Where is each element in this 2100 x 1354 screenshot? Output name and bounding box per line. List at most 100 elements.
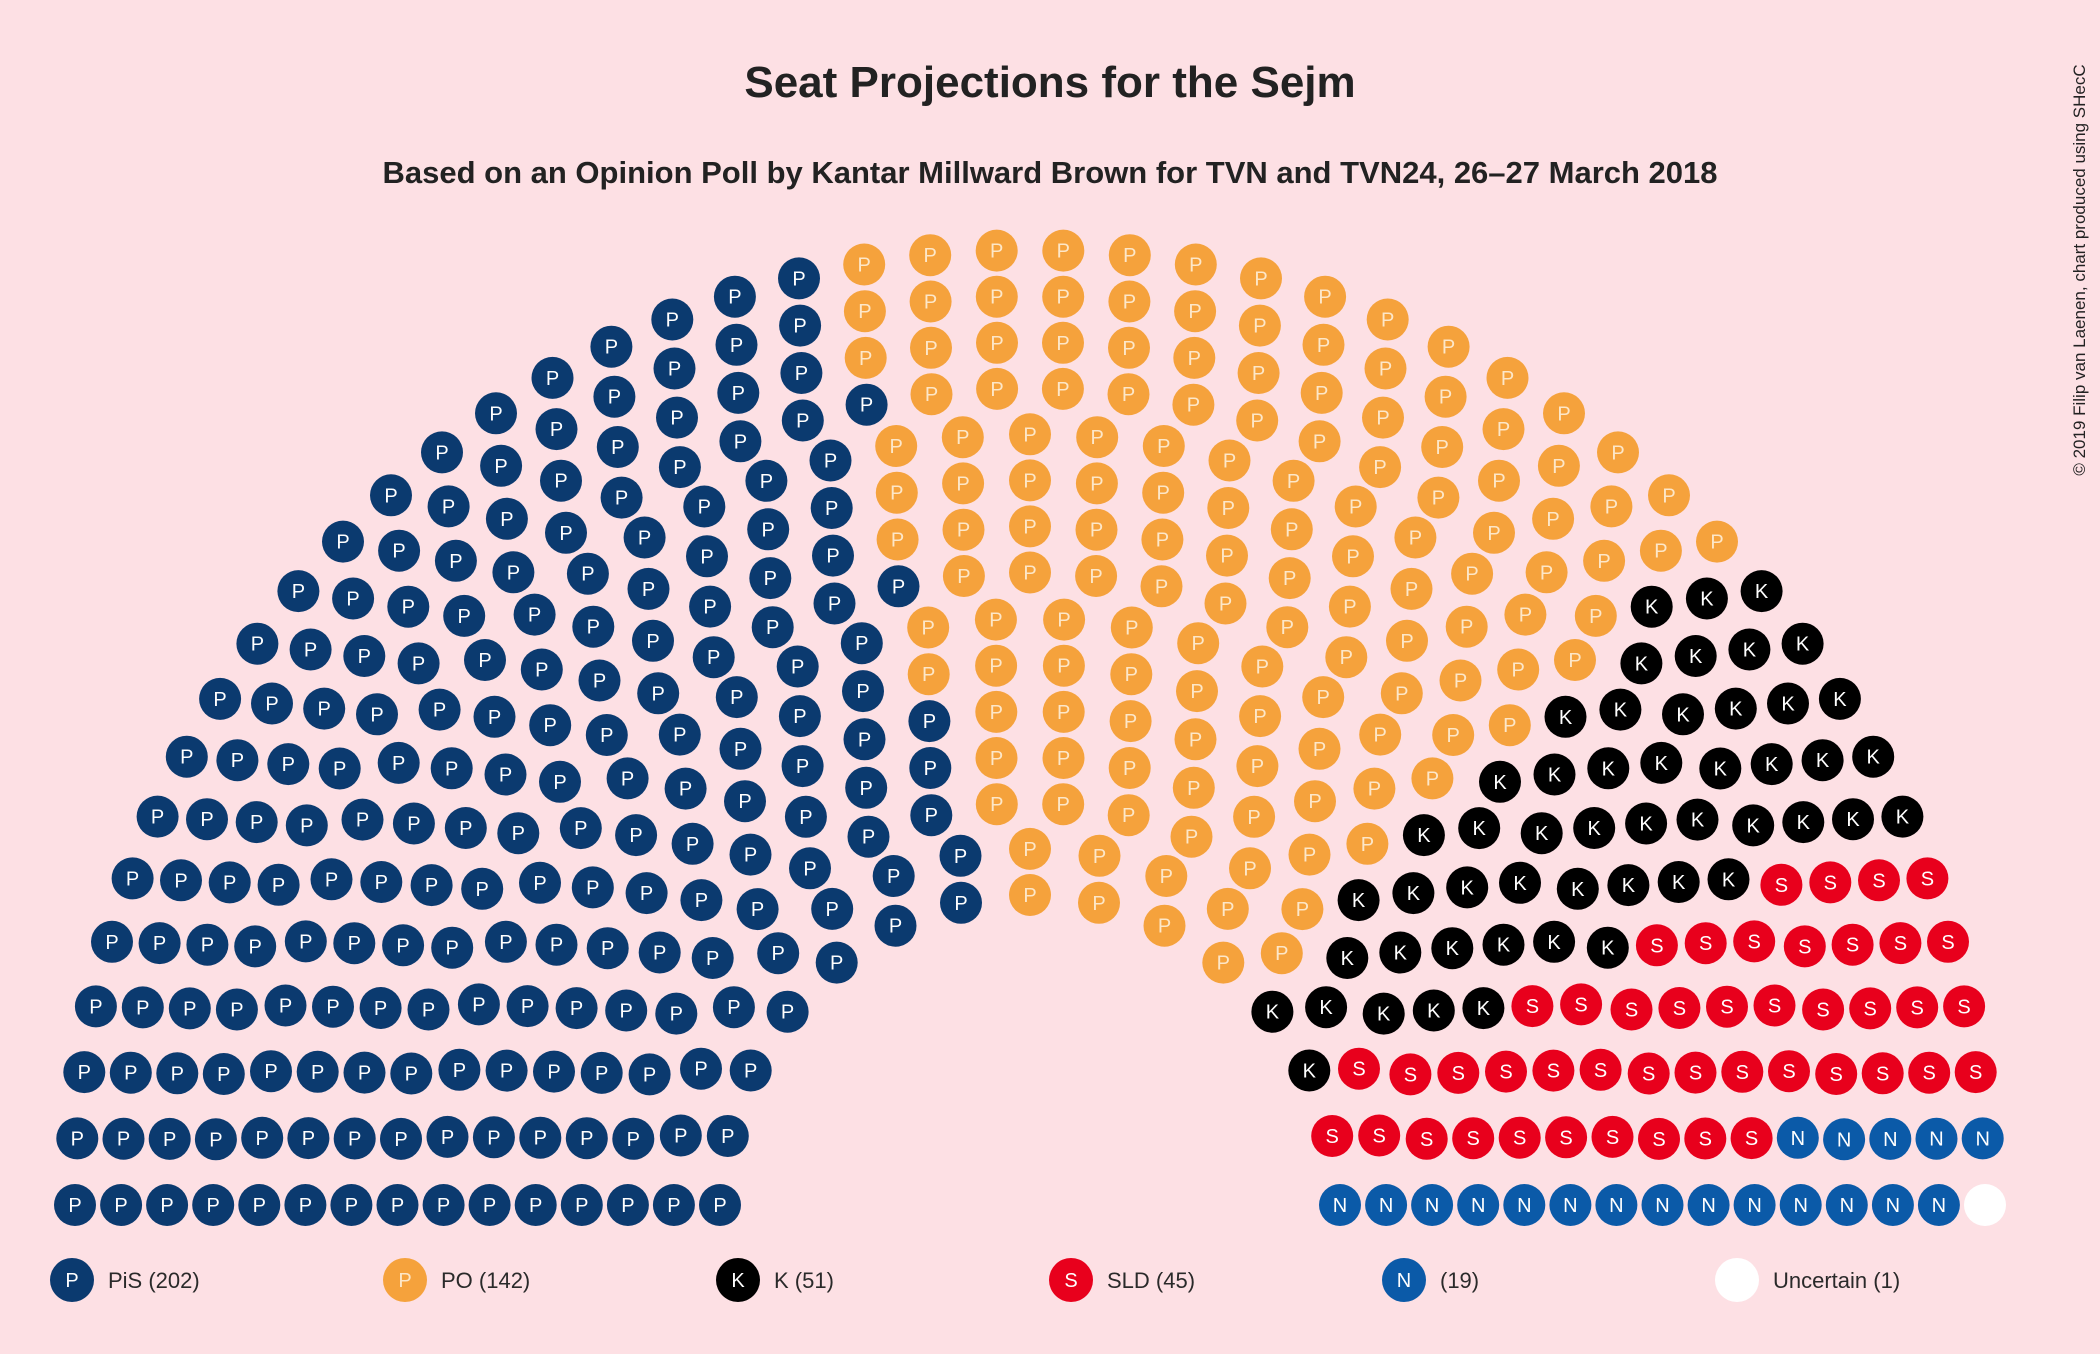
seat-label: P [1283,568,1296,590]
seat-4 [1411,1184,1454,1226]
seat-label: P [1023,839,1036,861]
seat-2 [1431,927,1474,970]
seat-0 [781,399,824,442]
seat-0 [251,682,293,725]
seat-label: K [1796,634,1810,656]
seat-label: P [858,301,871,323]
seat-label: P [990,379,1003,401]
seat-label: P [1552,456,1565,478]
seat-0 [655,992,698,1035]
seat-label: P [1374,725,1387,747]
seat-label: K [1377,1004,1391,1026]
seat-label: P [71,1128,84,1150]
seat-label: S [1652,1129,1665,1151]
seat-label: P [180,747,193,769]
seat-label: P [213,689,226,711]
seat-1 [1432,714,1475,756]
seat-2 [1379,931,1422,974]
seat-label: K [1303,1061,1317,1083]
seat-4 [1549,1184,1592,1226]
seat-label: P [499,932,512,954]
seat-2 [1326,937,1369,979]
seat-label: P [153,933,166,955]
seat-0 [757,932,800,975]
seat-label: P [396,935,409,957]
seat-label: P [1256,657,1269,679]
seat-0 [484,920,527,963]
seat-label: K [1676,704,1690,726]
seat-label: P [207,1195,220,1217]
seat-label: P [299,931,312,953]
legend-symbol-3: S [1064,1270,1077,1292]
seat-4 [1365,1184,1408,1226]
seat-label: P [860,395,873,417]
seat-label: P [1155,576,1168,598]
seat-0 [121,986,164,1029]
seat-label: P [445,758,458,780]
seat-label: N [1932,1195,1946,1217]
seat-label: P [391,1195,404,1217]
seat-1 [875,471,918,514]
seat-label: P [925,384,938,406]
seat-0 [464,639,506,681]
seat-label: P [1439,387,1452,409]
seat-label: P [1349,497,1362,519]
seat-0 [719,420,762,463]
seat-label: K [1700,589,1714,611]
seat-1 [1145,855,1188,897]
seat-1 [1170,815,1213,858]
seat-label: N [1837,1129,1851,1151]
seat-0 [480,444,523,487]
seat-3 [1706,985,1748,1028]
seat-label: P [924,338,937,360]
seat-label: P [435,442,448,464]
seat-label: P [860,778,873,800]
seat-label: P [550,935,563,957]
seat-label: P [163,1129,176,1151]
seat-0 [250,1050,292,1093]
seat-3 [1658,987,1701,1029]
seat-label: P [1189,729,1202,751]
seat-4 [1869,1117,1912,1160]
seat-label: P [615,488,628,510]
seat-2 [1586,926,1629,969]
seat-0 [529,704,572,747]
seat-label: P [346,589,359,611]
seat-0 [102,1117,145,1160]
seat-2 [1462,987,1505,1030]
seat-4 [1823,1118,1866,1161]
seat-0 [724,780,766,823]
seat-0 [566,552,609,595]
seat-label: S [1499,1062,1512,1084]
seat-label: P [265,694,278,716]
seat-label: P [1487,523,1500,545]
seat-2 [1707,858,1750,901]
seat-2 [1544,695,1587,738]
seat-2 [1640,741,1683,784]
seat-0 [54,1184,96,1226]
seat-label: S [1373,1126,1386,1148]
seat-1 [1281,888,1324,931]
seat-3 [1721,1050,1764,1093]
seat-1 [1172,383,1215,426]
seat-label: K [1689,646,1703,668]
seat-label: P [956,473,969,495]
seat-1 [1380,672,1423,715]
seat-label: P [1251,411,1264,433]
seat-0 [111,857,154,900]
seat-0 [872,855,915,897]
seat-0 [390,1052,433,1095]
seat-3 [1498,1116,1541,1159]
seat-0 [422,1184,465,1226]
seat-label: K [1427,1001,1441,1023]
seat-1 [910,326,952,369]
seat-0 [571,866,614,909]
seat-label: P [744,845,757,867]
seat-label: S [1404,1064,1417,1086]
seat-0 [658,446,701,489]
seat-4 [1917,1184,1960,1226]
seat-label: P [825,498,838,520]
seat-1 [1421,426,1464,468]
seat-label: P [601,938,614,960]
seat-label: P [764,568,777,590]
